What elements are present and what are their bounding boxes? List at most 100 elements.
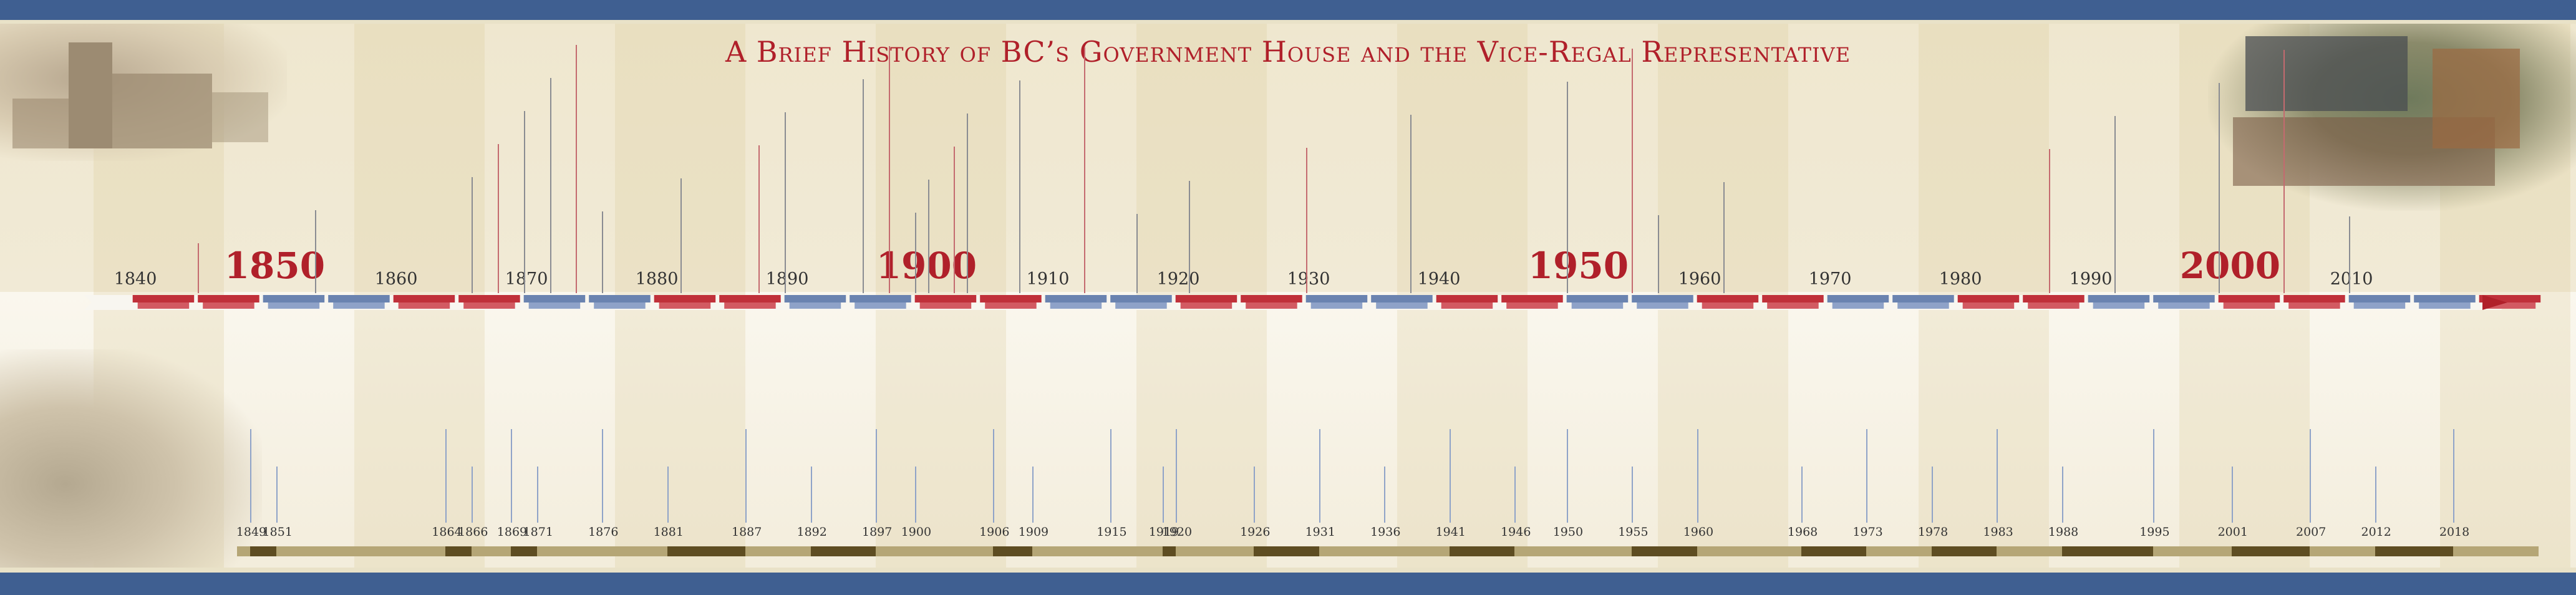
bottom-timeline-segment — [993, 546, 1032, 556]
decade-label: 1990 — [2069, 269, 2113, 289]
upper-event-line — [1019, 80, 1020, 293]
castle-photo — [0, 24, 287, 161]
arrow-stripe — [1827, 295, 1889, 302]
bottom-timeline-segment — [2231, 546, 2310, 556]
decade-label: 1970 — [1808, 269, 1852, 289]
decade-label: 1940 — [1417, 269, 1461, 289]
arrow-tick-block — [2419, 302, 2471, 309]
decade-label: 1860 — [374, 269, 418, 289]
bottom-timeline-segment — [1449, 546, 1515, 556]
bottom-timeline-segment — [1931, 546, 1997, 556]
arrow-stripe — [1566, 295, 1629, 302]
arrow-tick-block — [1962, 302, 2015, 309]
event-year-label: 1978 — [1917, 525, 1949, 539]
lower-event-line — [914, 467, 916, 523]
bottom-timeline-segment — [1162, 546, 1176, 556]
upper-event-line — [576, 45, 578, 293]
arrow-tick-block — [1246, 302, 1297, 309]
bottom-band-line — [0, 568, 2576, 573]
upper-event-line — [315, 210, 317, 293]
event-year-label: 1915 — [1097, 525, 1127, 539]
top-band — [0, 0, 2576, 20]
arrow-stripe — [1305, 295, 1368, 302]
arrow-tick-block — [463, 302, 515, 309]
event-year-label: 1936 — [1370, 525, 1401, 539]
arrow-head — [2482, 295, 2507, 310]
arrow-tick-block — [203, 302, 254, 309]
arrow-stripe — [523, 295, 586, 302]
arrow-stripe — [2348, 295, 2411, 302]
event-year-label: 2018 — [2439, 525, 2470, 539]
lower-event-line — [1254, 467, 1256, 523]
totem-raising-photo — [2208, 24, 2576, 211]
arrow-tick-block — [2288, 302, 2340, 309]
lower-event-line — [1384, 467, 1386, 523]
arrow-stripe — [2088, 295, 2150, 302]
decade-label: 1920 — [1156, 269, 1200, 289]
upper-event-line — [1566, 82, 1568, 293]
major-year-label: 1850 — [224, 244, 326, 287]
event-year-label: 1988 — [2048, 525, 2079, 539]
event-year-label: 1926 — [1240, 525, 1271, 539]
lower-event-line — [667, 467, 669, 523]
event-year-label: 1973 — [1852, 525, 1883, 539]
lower-event-line — [1801, 467, 1803, 523]
lower-event-line — [1697, 429, 1698, 523]
major-year-label: 2000 — [2179, 244, 2281, 287]
event-year-label: 1869 — [496, 525, 528, 539]
arrow-stripe — [589, 295, 651, 302]
arrow-stripe — [914, 295, 977, 302]
lower-event-line — [2310, 429, 2311, 523]
decade-label: 1980 — [1939, 269, 1982, 289]
upper-event-line — [523, 111, 525, 293]
event-year-label: 1909 — [1018, 525, 1049, 539]
bottom-timeline-segment — [249, 546, 276, 556]
event-year-label: 1851 — [262, 525, 293, 539]
arrow-stripe — [1892, 295, 1954, 302]
decade-label: 1910 — [1026, 269, 1070, 289]
upper-event-line — [863, 79, 864, 293]
lower-event-line — [276, 467, 278, 523]
arrow-stripe — [1632, 295, 1693, 302]
arrow-stripe — [1697, 295, 1759, 302]
decade-label: 1960 — [1678, 269, 1721, 289]
arrow-tick-block — [2028, 302, 2080, 309]
arrow-tick-block — [1767, 302, 1819, 309]
lower-event-line — [1175, 429, 1177, 523]
event-year-label: 1968 — [1787, 525, 1818, 539]
lower-event-line — [445, 429, 447, 523]
arrow-stripe — [980, 295, 1042, 302]
lower-event-line — [876, 429, 877, 523]
lower-event-line — [1632, 467, 1634, 523]
bottom-timeline-segment — [510, 546, 537, 556]
arrow-tick-block — [919, 302, 972, 309]
event-year-label: 1995 — [2139, 525, 2170, 539]
arrow-tick-block — [1506, 302, 1558, 309]
arrow-tick-block — [1050, 302, 1102, 309]
upper-event-line — [2218, 83, 2220, 293]
lower-event-line — [249, 429, 251, 523]
upper-event-line — [1723, 182, 1725, 293]
decade-label: 1840 — [114, 269, 157, 289]
event-year-label: 1920 — [1161, 525, 1193, 539]
lower-event-line — [810, 467, 812, 523]
bottom-timeline-segment — [445, 546, 472, 556]
arrow-tick-block — [528, 302, 581, 309]
upper-event-line — [927, 180, 929, 293]
upper-event-line — [1136, 214, 1138, 293]
event-year-label: 1897 — [862, 525, 893, 539]
upper-event-line — [1410, 115, 1411, 293]
event-year-label: 2012 — [2361, 525, 2391, 539]
lower-event-line — [1319, 429, 1320, 523]
lower-event-line — [2153, 429, 2155, 523]
arrow-stripe — [2023, 295, 2085, 302]
arrow-stripe — [1957, 295, 2020, 302]
event-year-label: 1864 — [432, 525, 462, 539]
arrow-tick-block — [855, 302, 906, 309]
arrow-tick-block — [1702, 302, 1754, 309]
event-year-label: 1887 — [732, 525, 762, 539]
arrow-stripe — [1762, 295, 1824, 302]
arrow-stripe — [328, 295, 390, 302]
